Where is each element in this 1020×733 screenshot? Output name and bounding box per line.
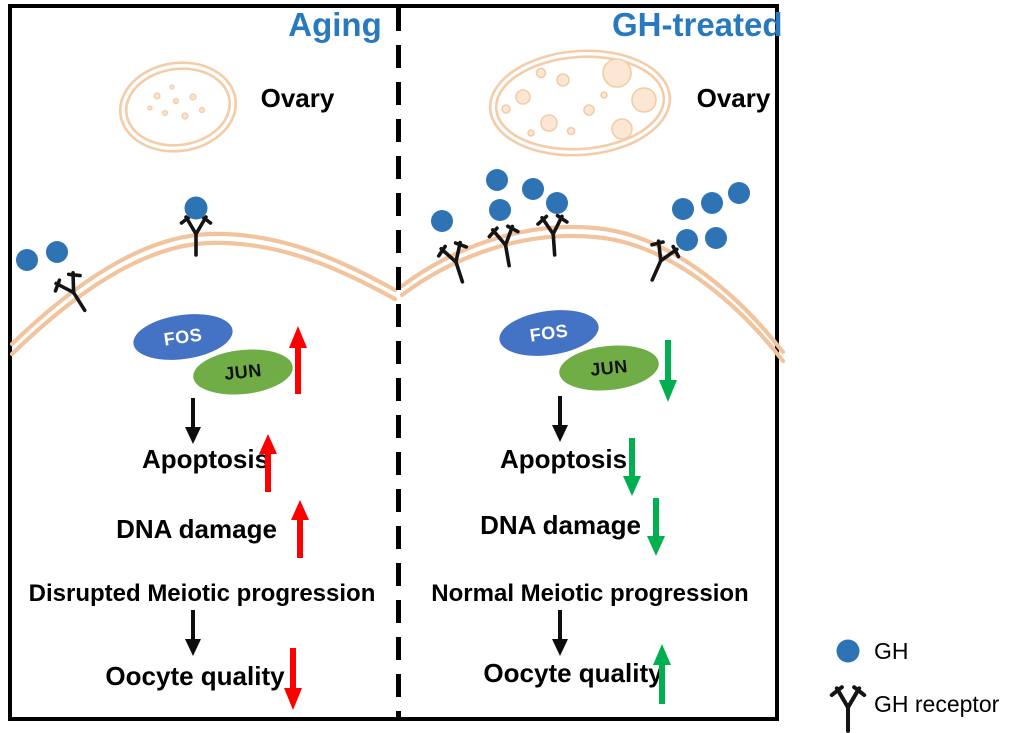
legend-gh-receptor-label: GH receptor <box>874 691 1000 717</box>
trend-up-arrow-dna-aging <box>291 500 309 558</box>
flow-arrow <box>552 610 568 656</box>
trend-up-arrow-apoptosis-aging <box>259 434 277 492</box>
dna-damage-label-aging: DNA damage <box>116 514 277 544</box>
flow-arrow <box>552 396 568 442</box>
panel-title-aging: Aging <box>288 6 382 43</box>
oocyte-quality-label-aging: Oocyte quality <box>105 661 285 691</box>
legend-gh-icon <box>836 639 860 663</box>
trend-up-arrow-fosjun-aging <box>289 326 307 394</box>
meiotic-label-gh: Normal Meiotic progression <box>431 580 749 607</box>
ovary-label-aging: Ovary <box>260 83 335 113</box>
oocyte-quality-label-gh: Oocyte quality <box>483 658 663 688</box>
panel-title-gh-treated: GH-treated <box>612 6 783 43</box>
flow-arrow <box>185 398 201 444</box>
apoptosis-label-aging: Apoptosis <box>141 444 270 474</box>
trend-down-arrow-dna-gh <box>647 498 665 556</box>
ovary-label-gh-treated: Ovary <box>696 83 771 113</box>
flow-arrow <box>185 610 201 656</box>
trend-down-arrow-oocyte-aging <box>284 648 302 710</box>
trend-up-arrow-oocyte-gh <box>653 644 671 704</box>
meiotic-label-aging: Disrupted Meiotic progression <box>28 580 376 607</box>
apoptosis-label-gh: Apoptosis <box>499 444 628 474</box>
trend-down-arrow-fosjun-gh <box>659 340 677 402</box>
legend-gh-receptor-icon <box>832 687 864 731</box>
legend-gh-label: GH <box>874 638 909 664</box>
dna-damage-label-gh: DNA damage <box>480 510 641 540</box>
trend-down-arrow-apoptosis-gh <box>623 438 641 496</box>
panel-divider <box>396 8 401 719</box>
